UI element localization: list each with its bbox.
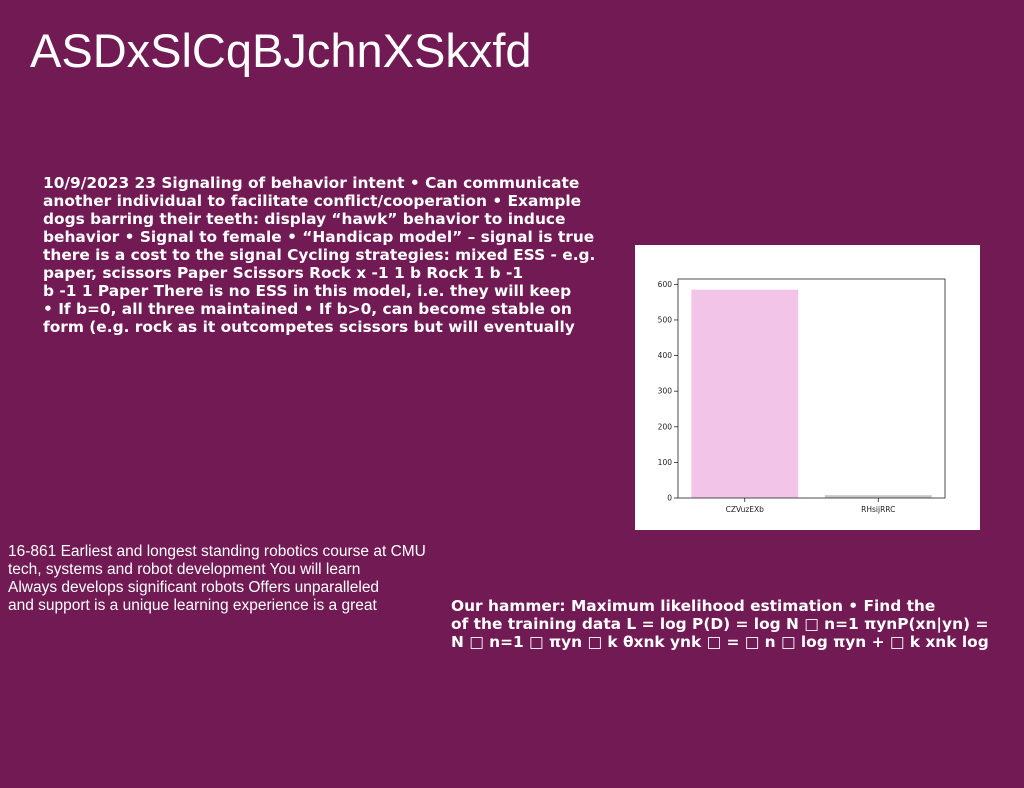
y-tick-label: 600 bbox=[658, 280, 673, 289]
bar-chart: CZVuzEXb RHsijRRC 0 100 200 300 400 500 600 bbox=[635, 245, 980, 530]
text-block-mle: Our hammer: Maximum likelihood estimatio… bbox=[451, 597, 989, 651]
text-line: tech, systems and robot development You … bbox=[8, 561, 361, 578]
text-line: 10/9/2023 23 Signaling of behavior inten… bbox=[43, 174, 580, 192]
text-line: there is a cost to the signal Cycling st… bbox=[43, 246, 596, 264]
text-line: • If b=0, all three maintained • If b>0,… bbox=[43, 300, 572, 318]
text-line: of the training data L = log P(D) = log … bbox=[451, 615, 989, 633]
y-tick-label: 100 bbox=[658, 458, 673, 467]
y-tick-label: 200 bbox=[658, 422, 673, 431]
text-line: form (e.g. rock as it outcompetes scisso… bbox=[43, 318, 575, 336]
text-line: Our hammer: Maximum likelihood estimatio… bbox=[451, 597, 936, 615]
text-line: behavior • Signal to female • “Handicap … bbox=[43, 228, 595, 246]
page-title: ASDxSlCqBJchnXSkxfd bbox=[30, 24, 532, 77]
bar-chart-svg: CZVuzEXb RHsijRRC 0 100 200 300 400 500 600 bbox=[658, 278, 946, 514]
text-line: and support is a unique learning experie… bbox=[8, 597, 377, 614]
text-block-signaling: 10/9/2023 23 Signaling of behavior inten… bbox=[43, 174, 615, 336]
y-tick-label: 300 bbox=[658, 387, 673, 396]
text-line: Always develops significant robots Offer… bbox=[8, 579, 380, 596]
text-line: another individual to facilitate conflic… bbox=[43, 192, 582, 210]
text-block-robotics: 16-861 Earliest and longest standing rob… bbox=[8, 543, 426, 615]
text-line: N □ n=1 □ πyn □ k θxnk ynk □ = □ n □ log… bbox=[451, 633, 989, 651]
text-line: 16-861 Earliest and longest standing rob… bbox=[8, 543, 426, 560]
y-tick-label: 400 bbox=[658, 351, 673, 360]
x-tick-label: CZVuzEXb bbox=[726, 505, 765, 514]
bar bbox=[824, 495, 932, 498]
y-tick-label: 500 bbox=[658, 315, 673, 324]
text-line: dogs barring their teeth: display “hawk”… bbox=[43, 210, 566, 228]
text-line: paper, scissors Paper Scissors Rock x -1… bbox=[43, 264, 524, 282]
y-tick-label: 0 bbox=[667, 494, 672, 503]
bar bbox=[691, 289, 799, 498]
text-line: b -1 1 Paper There is no ESS in this mod… bbox=[43, 282, 572, 300]
x-tick-label: RHsijRRC bbox=[861, 505, 895, 514]
plot-frame bbox=[677, 278, 946, 499]
